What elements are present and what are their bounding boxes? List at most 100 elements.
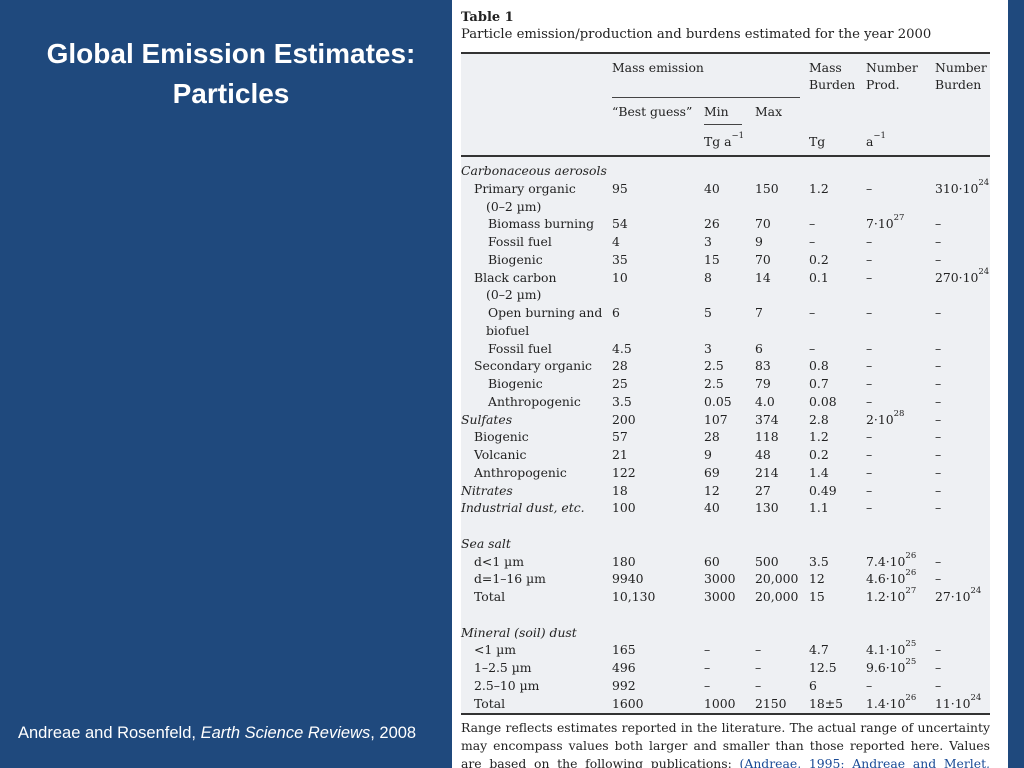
cell-mass-burden: 0.49 xyxy=(809,482,837,498)
cell-mass-burden: 1.2 xyxy=(809,429,829,445)
header-max: Max xyxy=(755,104,783,119)
table-row: Carbonaceous aerosols xyxy=(461,163,990,181)
cell-number-burden: – xyxy=(935,358,942,374)
cell-min: 12 xyxy=(704,482,720,498)
table-row: Sea salt xyxy=(461,536,990,554)
cell-number-burden: – xyxy=(935,234,942,249)
cell-max: 9 xyxy=(755,234,763,249)
table-caption: Particle emission/production and burdens… xyxy=(461,27,932,42)
cell-mass-burden: 1.1 xyxy=(809,500,829,516)
emission-table: Mass emission Mass Burden Number Prod. N… xyxy=(461,52,990,715)
min-rule xyxy=(704,124,742,125)
row-label: (0–2 µm) xyxy=(486,198,542,214)
table-row: Fossil fuel 4 3 9 – – – xyxy=(461,234,990,252)
cell-mass-burden: 12.5 xyxy=(809,660,837,675)
cell-best-guess: 25 xyxy=(612,376,628,391)
table-top-rule xyxy=(461,52,990,54)
cell-number-prod: – xyxy=(866,305,873,320)
table-row: Mineral (soil) dust xyxy=(461,625,990,643)
row-label: Biomass burning xyxy=(488,216,595,232)
cell-number-prod: 4.1·1025 xyxy=(866,639,917,658)
cell-max: 27 xyxy=(755,482,771,498)
cell-best-guess: 122 xyxy=(612,464,636,480)
cell-min: 2.5 xyxy=(704,358,724,374)
table-row: d=1–16 µm 9940 3000 20,000 12 4.6·1026 – xyxy=(461,568,990,589)
cell-best-guess: 3.5 xyxy=(612,393,632,409)
cell-min: 69 xyxy=(704,464,720,480)
cell-best-guess: 9940 xyxy=(612,571,644,587)
row-label: Anthropogenic xyxy=(488,393,581,409)
cell-number-burden: 11·1024 xyxy=(935,692,982,711)
table-row: Nitrates 18 12 27 0.49 – – xyxy=(461,483,990,501)
cell-number-burden: – xyxy=(935,411,942,427)
cell-number-prod: – xyxy=(866,429,873,445)
cell-min: 0.05 xyxy=(704,393,732,409)
table-row: Primary organic 95 40 150 1.2 – 310·1024 xyxy=(461,178,990,199)
cell-min: 8 xyxy=(704,269,712,285)
footnote-references[interactable]: (Andreae, 1995; Andreae and Merlet, 2001… xyxy=(739,756,990,768)
cell-mass-burden: 0.7 xyxy=(809,376,829,391)
cell-max: 118 xyxy=(755,429,779,445)
cell-best-guess: 54 xyxy=(612,216,628,232)
cell-mass-burden: 0.2 xyxy=(809,447,829,462)
row-label: 1–2.5 µm xyxy=(474,660,532,675)
row-label: Total xyxy=(474,589,506,604)
cell-best-guess: 4 xyxy=(612,234,620,249)
cell-max: 70 xyxy=(755,216,771,232)
table-row: Total 10,130 3000 20,000 15 1.2·1027 27·1024 xyxy=(461,586,990,607)
cell-number-burden: 27·1024 xyxy=(935,586,982,604)
footnote-text: Range reflects estimates reported in the… xyxy=(461,720,990,768)
table-row: Sulfates 200 107 374 2.8 2·1028 – xyxy=(461,409,990,430)
cell-min: 15 xyxy=(704,251,720,267)
table-row: Biomass burning 54 26 70 – 7·1027 – xyxy=(461,213,990,234)
table-row: Biogenic 25 2.5 79 0.7 – – xyxy=(461,376,990,394)
cell-number-burden: – xyxy=(935,660,942,675)
cell-mass-burden: 0.8 xyxy=(809,358,829,374)
cell-number-burden: – xyxy=(935,464,942,480)
row-label: Fossil fuel xyxy=(488,234,552,249)
cell-max: 6 xyxy=(755,340,763,356)
header-mass-burden-1: Mass xyxy=(809,60,842,75)
cell-number-prod: 7·1027 xyxy=(866,213,905,232)
cell-max: 130 xyxy=(755,500,779,516)
table-row xyxy=(461,607,990,625)
cell-max: – xyxy=(755,660,762,675)
cell-best-guess: 496 xyxy=(612,660,636,675)
cell-min: 5 xyxy=(704,305,712,320)
cell-best-guess: 1600 xyxy=(612,695,644,711)
cell-number-prod: – xyxy=(866,234,873,249)
header-best-guess: “Best guess” xyxy=(612,104,693,119)
cell-mass-burden: 4.7 xyxy=(809,642,829,658)
cell-number-prod: 1.4·1026 xyxy=(866,692,917,711)
citation: Andreae and Rosenfeld, Earth Science Rev… xyxy=(18,724,448,743)
row-label: Open burning and xyxy=(488,305,603,320)
cell-mass-burden: 6 xyxy=(809,677,817,693)
cell-min: – xyxy=(704,677,711,693)
header-number-prod-1: Number xyxy=(866,60,918,75)
cell-number-burden: – xyxy=(935,553,942,569)
cell-best-guess: 35 xyxy=(612,251,628,267)
cell-best-guess: 10 xyxy=(612,269,628,285)
cell-max: 4.0 xyxy=(755,393,775,409)
cell-number-burden: – xyxy=(935,376,942,391)
cell-number-burden: – xyxy=(935,305,942,320)
cell-mass-burden: 0.1 xyxy=(809,269,829,285)
cell-mass-burden: 0.08 xyxy=(809,393,837,409)
cell-best-guess: 10,130 xyxy=(612,589,656,604)
row-label: 2.5–10 µm xyxy=(474,677,540,693)
cell-number-burden: – xyxy=(935,482,942,498)
cell-number-prod: 1.2·1027 xyxy=(866,586,917,604)
header-unit-emission: Tg a−1 xyxy=(704,131,745,149)
cell-best-guess: 6 xyxy=(612,305,620,320)
cell-max: 20,000 xyxy=(755,589,799,604)
cell-best-guess: 100 xyxy=(612,500,636,516)
cell-number-burden: – xyxy=(935,393,942,409)
cell-mass-burden: 15 xyxy=(809,589,825,604)
cell-min: 3000 xyxy=(704,571,736,587)
table-row: Biogenic 57 28 118 1.2 – – xyxy=(461,429,990,447)
cell-max: 14 xyxy=(755,269,771,285)
cell-mass-burden: 18±5 xyxy=(809,695,844,711)
cell-number-prod: – xyxy=(866,358,873,374)
table-row xyxy=(461,518,990,536)
table-row: d<1 µm 180 60 500 3.5 7.4·1026 – xyxy=(461,551,990,572)
